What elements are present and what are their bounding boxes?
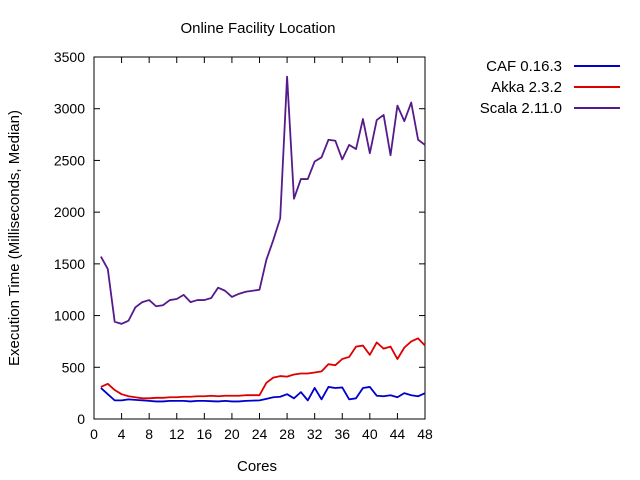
x-tick-label: 32 [307,426,323,442]
y-tick-label: 500 [62,359,86,375]
x-tick-label: 20 [224,426,240,442]
series-line-akka-2-3-2 [100,337,426,400]
y-tick-label: 2500 [54,152,85,168]
x-tick-label: 0 [90,426,98,442]
x-tick-label: 40 [362,426,378,442]
x-tick-label: 28 [279,426,295,442]
series-line-caf-0-16-3 [100,386,426,403]
axes: 0 4 8 12 16 20 24 28 32 36 40 44 4805001000150020002… [54,49,433,442]
plot-frame [93,56,426,420]
x-tick-label: 4 [118,426,126,442]
y-tick-label: 1500 [54,256,85,272]
legend: CAF 0.16.3 Akka 2.3.2 Scala 2.11.0 [480,58,620,117]
y-tick-label: 1000 [54,308,85,324]
y-axis-label: Execution Time (Milliseconds, Median) [6,110,23,366]
x-tick-label: 12 [169,426,185,442]
x-tick-label: 16 [197,426,213,442]
y-tick-label: 3500 [54,49,85,65]
legend-label-caf-0-16-3: CAF 0.16.3 [486,58,562,75]
series-layer [100,75,426,403]
series-line-scala-2-11-0 [100,75,426,325]
chart-title: Online Facility Location [180,20,335,37]
legend-label-scala-2-11-0: Scala 2.11.0 [480,100,562,117]
legend-label-akka-2-3-2: Akka 2.3.2 [491,79,562,96]
y-tick-label: 3000 [54,101,85,117]
x-tick-label: 24 [252,426,268,442]
x-tick-label: 8 [145,426,153,442]
y-tick-label: 0 [77,411,85,427]
x-axis-label: Cores [237,458,277,475]
y-tick-label: 2000 [54,204,85,220]
x-tick-label: 48 [417,426,433,442]
x-tick-label: 44 [390,426,406,442]
x-tick-label: 36 [334,426,350,442]
